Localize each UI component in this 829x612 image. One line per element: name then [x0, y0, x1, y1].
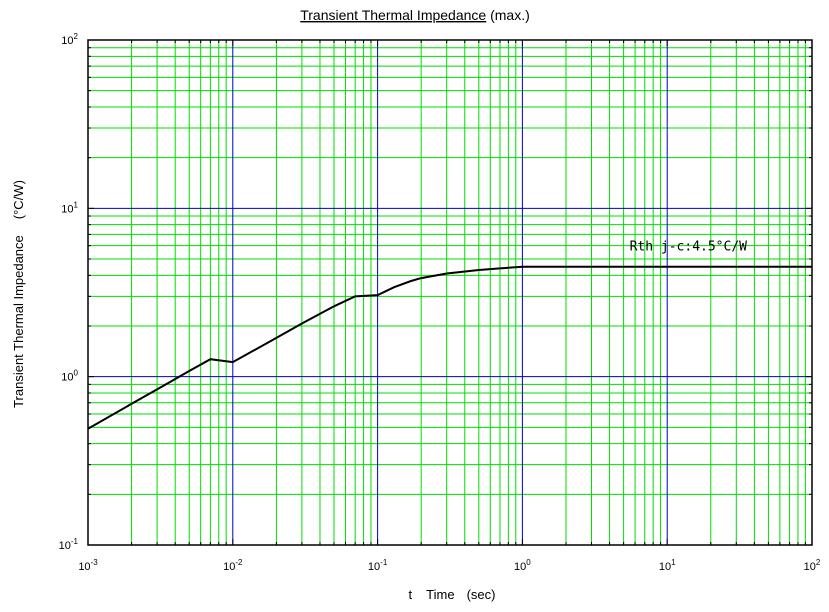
tick-label-exponent: 0 [526, 558, 531, 567]
x-axis-symbol: t [409, 587, 413, 602]
x-tick-label: 101 [659, 558, 676, 573]
tick-label-base: 10 [223, 561, 235, 573]
y-tick-label: 101 [61, 200, 78, 215]
tick-label-base: 10 [61, 372, 73, 384]
tick-label-exponent: 2 [816, 558, 821, 567]
x-tick-label: 10-3 [78, 558, 98, 573]
tick-label-base: 10 [59, 540, 71, 552]
chart-title: Transient Thermal Impedance (max.) [300, 7, 530, 23]
tick-label-base: 10 [368, 561, 380, 573]
rth-annotation: Rth j-c:4.5°C/W [630, 240, 748, 255]
tick-label-exponent: 1 [671, 558, 676, 567]
tick-label-base: 10 [61, 35, 73, 47]
tick-label-base: 10 [78, 561, 90, 573]
x-axis-name: Time [426, 587, 454, 602]
x-axis-label: t Time (sec) [409, 587, 496, 602]
y-tick-label: 10-1 [59, 537, 79, 552]
tick-label-exponent: 0 [74, 369, 79, 378]
chart-title-main: Transient Thermal Impedance [300, 7, 486, 23]
x-axis-unit: (sec) [467, 587, 496, 602]
tick-label-exponent: -1 [380, 558, 388, 567]
tick-label-exponent: -3 [91, 558, 99, 567]
plot-frame [87, 39, 813, 546]
grid [87, 39, 813, 546]
chart-title-suffix: (max.) [486, 7, 530, 23]
x-tick-label: 10-1 [368, 558, 388, 573]
tick-label-exponent: 2 [74, 32, 79, 41]
tick-label-base: 10 [804, 561, 816, 573]
impedance-curve [87, 265, 812, 430]
tick-label-base: 10 [61, 203, 73, 215]
x-tick-label: 100 [514, 558, 531, 573]
tick-label-base: 10 [659, 561, 671, 573]
tick-label-exponent: 1 [74, 200, 79, 209]
y-tick-label: 100 [61, 369, 78, 384]
y-axis-label: Transient Thermal Impedance (°C/W) [11, 180, 26, 408]
y-axis-name: Transient Thermal Impedance [11, 235, 26, 408]
tick-label-exponent: -1 [71, 537, 79, 546]
y-tick-label: 102 [61, 32, 78, 47]
x-tick-label: 10-2 [223, 558, 243, 573]
tick-label-exponent: -2 [235, 558, 243, 567]
tick-label-base: 10 [514, 561, 526, 573]
x-tick-label: 102 [804, 558, 821, 573]
y-axis-unit: (°C/W) [11, 180, 26, 219]
